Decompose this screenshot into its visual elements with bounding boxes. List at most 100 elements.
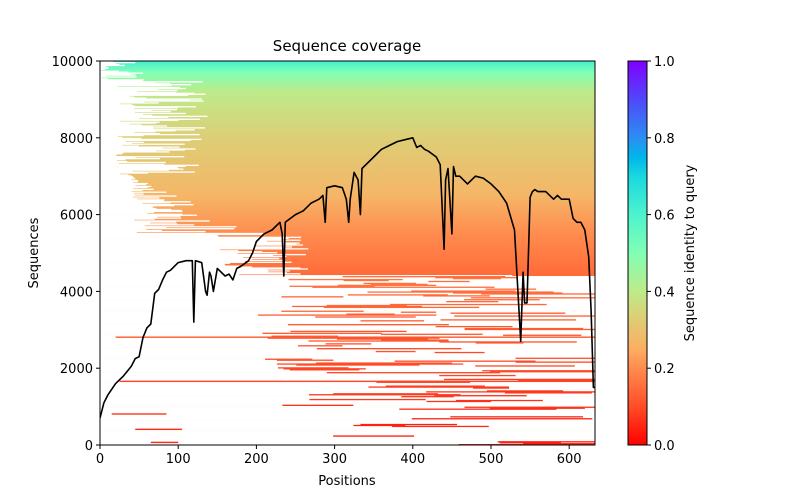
gap-row (100, 346, 595, 348)
alignment-segment (376, 381, 471, 383)
alignment-segment (485, 288, 537, 290)
alignment-segment (326, 372, 501, 374)
colorbar-tick-label: 1.0 (654, 55, 675, 70)
gap-row (100, 90, 138, 93)
gap-row (100, 311, 595, 313)
gap-row (100, 166, 178, 168)
gap-row (100, 291, 595, 293)
gap-row (100, 246, 292, 248)
gap-row (100, 147, 163, 149)
gap-row (100, 154, 117, 156)
gap-row (100, 145, 139, 147)
gap-row (100, 251, 263, 253)
alignment-segment (392, 425, 489, 428)
gap-row (100, 85, 172, 87)
y-tick-label: 0 (85, 439, 93, 454)
gap-row (100, 113, 143, 116)
gap-row (100, 427, 595, 430)
gap-row (100, 130, 176, 132)
gap-row (100, 222, 151, 224)
gap-row (100, 141, 144, 143)
gap-row (100, 208, 172, 211)
gap-row (100, 247, 285, 249)
gap-row (100, 119, 179, 121)
alignment-segment (426, 391, 595, 393)
gap-row (100, 236, 301, 238)
alignment-segment (446, 301, 499, 303)
gap-row (100, 138, 202, 141)
gap-row (100, 229, 163, 232)
alignment-segment (428, 280, 470, 283)
alignment-segment (450, 312, 566, 314)
gap-row (100, 391, 595, 393)
gap-row (100, 341, 595, 343)
alignment-segment (111, 413, 167, 415)
gap-row (100, 275, 513, 277)
alignment-segment (315, 316, 416, 318)
gap-row (100, 295, 595, 297)
gap-row (100, 215, 181, 217)
y-axis: 0 2000 4000 6000 8000 10000 (52, 55, 100, 454)
gap-row (100, 217, 182, 219)
gap-row (100, 374, 595, 377)
gap-row (100, 192, 134, 194)
gap-row (100, 373, 595, 376)
gap-row (100, 168, 184, 170)
gap-row (100, 201, 191, 203)
gap-row (100, 96, 135, 98)
alignment-segment (452, 277, 502, 280)
gap-row (100, 164, 199, 166)
gap-row (100, 81, 203, 83)
gap-row (100, 287, 595, 289)
gap-row (100, 356, 595, 358)
colorbar-ticks: 0.0 0.2 0.4 0.6 0.8 1.0 (647, 55, 675, 454)
gap-row (100, 83, 170, 85)
gap-row (100, 111, 136, 114)
alignment-segment (381, 339, 449, 341)
gap-row (100, 322, 595, 324)
alignment-segment (363, 282, 417, 285)
alignment-segment (298, 345, 343, 347)
colorbar-tick-label: 0.8 (654, 132, 675, 147)
gap-row (100, 309, 595, 311)
gap-row (100, 242, 300, 244)
gap-row (100, 139, 191, 142)
gap-row (100, 71, 129, 73)
gap-row (100, 184, 136, 187)
gap-row (100, 109, 178, 111)
gap-row (100, 243, 297, 245)
alignment-segment (439, 341, 577, 343)
gap-row (100, 342, 595, 344)
gap-row (100, 347, 595, 349)
gap-row (100, 210, 183, 213)
gap-row (100, 349, 595, 352)
gap-row (100, 266, 253, 268)
gap-row (100, 220, 210, 222)
alignment-segment (308, 394, 461, 396)
alignment-segment (282, 404, 354, 406)
x-axis: 0 100 200 300 400 500 600 (96, 445, 582, 467)
alignment-segment (292, 305, 423, 308)
gap-row (100, 408, 595, 410)
gap-row (100, 290, 595, 292)
gap-row (100, 312, 595, 314)
alignment-segment (119, 380, 595, 383)
gap-row (100, 225, 145, 227)
gap-row (100, 436, 595, 438)
gap-row (100, 156, 185, 158)
alignment-segment (346, 313, 395, 315)
alignment-segment (385, 385, 485, 387)
gap-row (100, 98, 203, 100)
alignment-segment (288, 278, 403, 281)
y-tick-label: 8000 (60, 132, 93, 147)
gap-row (100, 351, 595, 354)
gap-row (100, 189, 143, 191)
gap-row (100, 135, 118, 138)
alignment-segment (290, 330, 407, 333)
gap-row (100, 239, 301, 241)
gap-row (100, 416, 595, 418)
gap-row (100, 78, 108, 80)
gap-row (100, 334, 595, 336)
gap-row (100, 359, 595, 361)
